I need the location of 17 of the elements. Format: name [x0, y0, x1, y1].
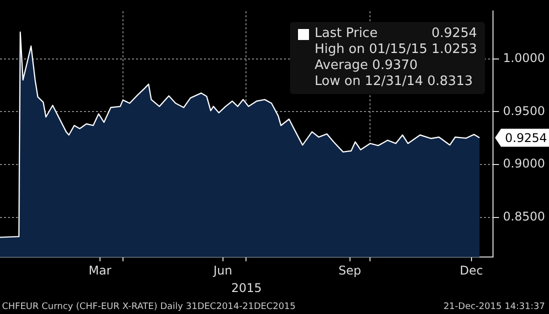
- y-tick-label: 0.8500: [503, 210, 546, 224]
- annotation: High on 01/15/15 1.0253: [314, 42, 477, 58]
- y-tick-label: 1.0000: [503, 50, 546, 65]
- x-tick-label: Sep: [338, 264, 362, 278]
- x-tick-label: Dec: [460, 264, 484, 278]
- y-tick-label: 0.9000: [503, 156, 546, 171]
- x-axis-title: 2015: [231, 280, 262, 295]
- text: 0.9254: [505, 130, 548, 145]
- annotation: Average 0.9370: [314, 58, 419, 74]
- y-tick-label: 0.9500: [503, 104, 546, 118]
- legend-label: Last Price: [314, 26, 378, 42]
- annotation: Low on 12/31/14 0.8313: [314, 74, 474, 90]
- text: 21-Dec-2015 14:31:37: [443, 302, 545, 312]
- text: CHFEUR Curncy (CHF-EUR X-RATE) Daily 31DEC2014-21DEC2015: [2, 302, 296, 312]
- x-tick-label: Mar: [88, 264, 112, 278]
- x-tick-label: Jun: [212, 264, 232, 278]
- annotation: 0.9254: [430, 26, 477, 42]
